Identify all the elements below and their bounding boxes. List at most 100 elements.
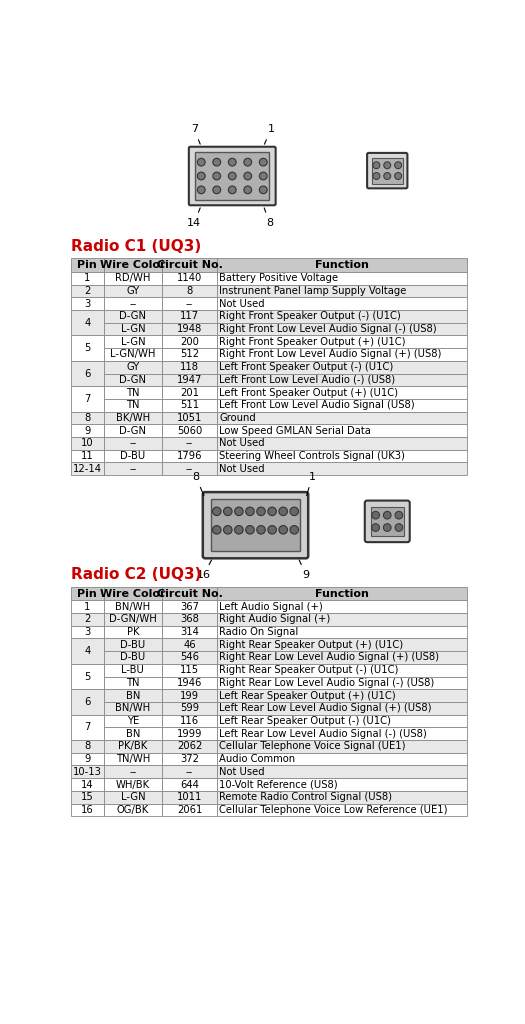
Text: Cellular Telephone Voice Signal (UE1): Cellular Telephone Voice Signal (UE1) [219, 741, 406, 752]
Text: 11: 11 [81, 452, 93, 461]
Bar [217, 348, 467, 360]
Bar [103, 285, 162, 297]
Bar [103, 412, 162, 424]
Bar [162, 701, 217, 715]
Text: TN: TN [126, 400, 140, 411]
Circle shape [290, 525, 299, 535]
Text: Radio C2 (UQ3): Radio C2 (UQ3) [71, 567, 202, 583]
Text: Function: Function [315, 260, 369, 270]
Text: Ground: Ground [219, 413, 256, 423]
Text: 2062: 2062 [177, 741, 202, 752]
Text: --: -- [129, 464, 136, 474]
Circle shape [246, 507, 254, 515]
Text: 5: 5 [84, 343, 90, 353]
Bar [103, 626, 162, 638]
Text: 46: 46 [183, 640, 196, 650]
Bar [71, 715, 103, 740]
Circle shape [244, 186, 251, 194]
Bar [162, 626, 217, 638]
Circle shape [228, 159, 236, 166]
Text: 1011: 1011 [177, 793, 202, 802]
Bar [103, 804, 162, 816]
Circle shape [268, 525, 276, 535]
Text: 9: 9 [84, 426, 90, 435]
Circle shape [395, 162, 402, 169]
Bar [71, 626, 103, 638]
Text: 14: 14 [187, 208, 202, 227]
Bar [217, 310, 467, 323]
Text: 368: 368 [180, 614, 199, 625]
Bar [162, 285, 217, 297]
Text: --: -- [186, 464, 193, 474]
Text: RD/WH: RD/WH [115, 273, 151, 284]
Text: 599: 599 [180, 703, 199, 714]
Text: 1: 1 [84, 602, 90, 611]
Text: 14: 14 [81, 779, 93, 790]
Text: --: -- [129, 767, 136, 777]
Bar [103, 336, 162, 348]
Circle shape [244, 159, 251, 166]
Circle shape [384, 173, 391, 179]
Text: Left Rear Speaker Output (-) (U1C): Left Rear Speaker Output (-) (U1C) [219, 716, 391, 726]
Circle shape [372, 523, 380, 531]
Bar [71, 600, 103, 613]
Circle shape [197, 172, 205, 180]
Text: 118: 118 [180, 362, 199, 372]
Bar [372, 158, 403, 183]
Text: BN/WH: BN/WH [116, 703, 150, 714]
Text: YE: YE [127, 716, 139, 726]
Bar [71, 310, 103, 336]
Bar [162, 323, 217, 336]
Text: Cellular Telephone Voice Low Reference (UE1): Cellular Telephone Voice Low Reference (… [219, 805, 448, 815]
Text: D-GN: D-GN [119, 426, 146, 435]
Text: BN: BN [125, 729, 140, 738]
Text: OG/BK: OG/BK [117, 805, 149, 815]
Bar [71, 386, 103, 412]
Bar [217, 689, 467, 701]
Circle shape [213, 159, 220, 166]
Text: 16: 16 [196, 560, 212, 580]
Text: D-GN/WH: D-GN/WH [109, 614, 156, 625]
Text: BN/WH: BN/WH [116, 602, 150, 611]
Text: Steering Wheel Controls Signal (UK3): Steering Wheel Controls Signal (UK3) [219, 452, 405, 461]
Text: 8: 8 [192, 472, 204, 496]
Text: 1796: 1796 [177, 452, 202, 461]
Bar [103, 753, 162, 766]
Text: L-GN: L-GN [121, 337, 145, 347]
Bar [217, 638, 467, 651]
Text: 7: 7 [191, 125, 200, 144]
Circle shape [259, 159, 267, 166]
Bar [162, 600, 217, 613]
Bar [71, 804, 103, 816]
Text: Right Rear Low Level Audio Signal (+) (US8): Right Rear Low Level Audio Signal (+) (U… [219, 652, 439, 663]
Circle shape [383, 523, 391, 531]
Bar [71, 272, 103, 285]
Bar [217, 727, 467, 740]
Bar [103, 348, 162, 360]
Text: 4: 4 [84, 646, 90, 656]
Bar [162, 272, 217, 285]
Text: 1946: 1946 [177, 678, 202, 688]
Text: 372: 372 [180, 754, 199, 764]
Text: 5: 5 [84, 672, 90, 682]
Text: Left Front Low Level Audio Signal (US8): Left Front Low Level Audio Signal (US8) [219, 400, 415, 411]
Circle shape [373, 162, 380, 169]
Circle shape [246, 525, 254, 535]
Circle shape [279, 525, 288, 535]
Text: 3: 3 [84, 627, 90, 637]
Text: Wire Color: Wire Color [100, 589, 165, 599]
Text: --: -- [186, 299, 193, 308]
Bar [217, 450, 467, 463]
Bar [371, 507, 404, 536]
Bar [103, 297, 162, 310]
Bar [162, 689, 217, 701]
Bar [71, 360, 103, 386]
Bar [71, 297, 103, 310]
Text: 7: 7 [84, 394, 90, 403]
Bar [103, 272, 162, 285]
Bar [71, 424, 103, 437]
Text: 9: 9 [84, 754, 90, 764]
Bar [103, 310, 162, 323]
Text: L-GN: L-GN [121, 324, 145, 334]
Text: Not Used: Not Used [219, 438, 265, 449]
